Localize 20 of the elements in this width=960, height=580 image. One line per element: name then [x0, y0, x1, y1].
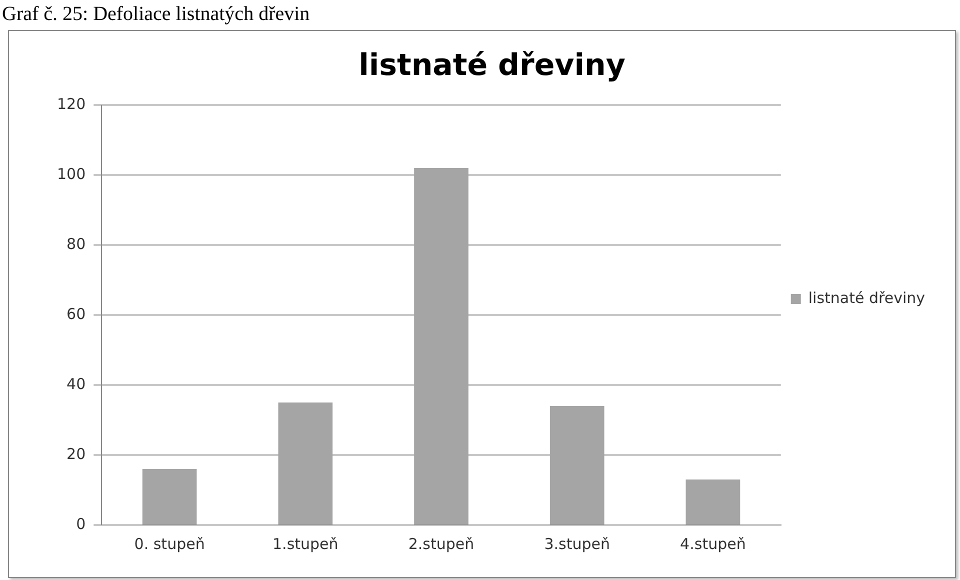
- x-tick-label: 1.stupeň: [272, 534, 338, 553]
- y-tick-label: 20: [66, 444, 86, 463]
- y-tick-label: 40: [66, 374, 86, 393]
- bar: [278, 402, 333, 524]
- bar: [414, 168, 468, 524]
- y-tick-label: 120: [56, 94, 86, 113]
- y-tick-label: 60: [66, 304, 86, 323]
- y-tick-label: 0: [76, 514, 86, 533]
- bar: [142, 469, 197, 524]
- y-tick-label: 100: [56, 164, 86, 183]
- x-tick-label: 2.stupeň: [408, 534, 474, 553]
- x-tick-label: 4.stupeň: [680, 534, 746, 553]
- y-tick-label: 80: [66, 234, 86, 253]
- x-tick-label: 3.stupeň: [544, 534, 610, 553]
- x-tick-label: 0. stupeň: [134, 534, 205, 553]
- chart-title: listnaté dřeviny: [358, 48, 626, 83]
- text: Graf č. 25: Defoliace listnatých dřevin: [2, 2, 310, 26]
- bar: [550, 406, 604, 524]
- legend-label: listnaté dřeviny: [808, 288, 926, 307]
- bar: [686, 480, 740, 524]
